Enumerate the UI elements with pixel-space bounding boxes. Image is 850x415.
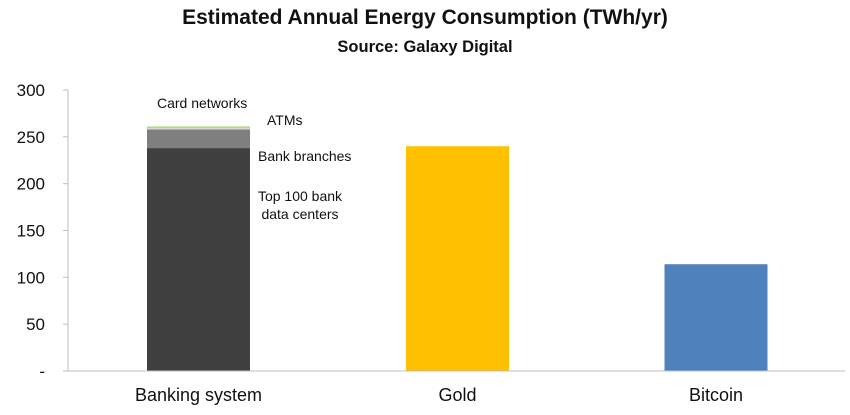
y-tick-label: - bbox=[39, 362, 45, 381]
segment-label-2: ATMs bbox=[267, 112, 303, 128]
y-tick-label: 200 bbox=[17, 175, 45, 194]
segment-label-line: Card networks bbox=[157, 95, 247, 111]
bar-2-segment-0 bbox=[664, 264, 768, 371]
segment-label-line: ATMs bbox=[267, 112, 303, 128]
bar-1-segment-0 bbox=[406, 146, 509, 371]
segment-label-0: Top 100 bank data centers bbox=[258, 188, 343, 222]
chart-subtitle: Source: Galaxy Digital bbox=[337, 38, 513, 56]
segment-label-line: Bank branches bbox=[258, 148, 351, 164]
segment-label-3: Card networks bbox=[157, 95, 247, 111]
x-category-label: Banking system bbox=[135, 385, 262, 405]
segment-label-1: Bank branches bbox=[258, 148, 351, 164]
y-tick-label: 50 bbox=[26, 315, 45, 334]
y-tick-label: 100 bbox=[17, 268, 45, 287]
bar-0-segment-3 bbox=[147, 126, 250, 128]
bar-0-segment-1 bbox=[147, 129, 250, 149]
segment-label-line: data centers bbox=[261, 206, 338, 222]
bar-0-segment-0 bbox=[147, 148, 250, 371]
y-tick-label: 300 bbox=[17, 81, 45, 100]
segment-label-line: Top 100 bank bbox=[258, 188, 343, 204]
bar-0-segment-2 bbox=[147, 127, 250, 130]
y-tick-label: 250 bbox=[17, 128, 45, 147]
x-category-label: Bitcoin bbox=[689, 385, 743, 405]
chart-title: Estimated Annual Energy Consumption (TWh… bbox=[182, 6, 668, 29]
x-category-label: Gold bbox=[438, 385, 476, 405]
y-tick-label: 150 bbox=[17, 222, 45, 241]
